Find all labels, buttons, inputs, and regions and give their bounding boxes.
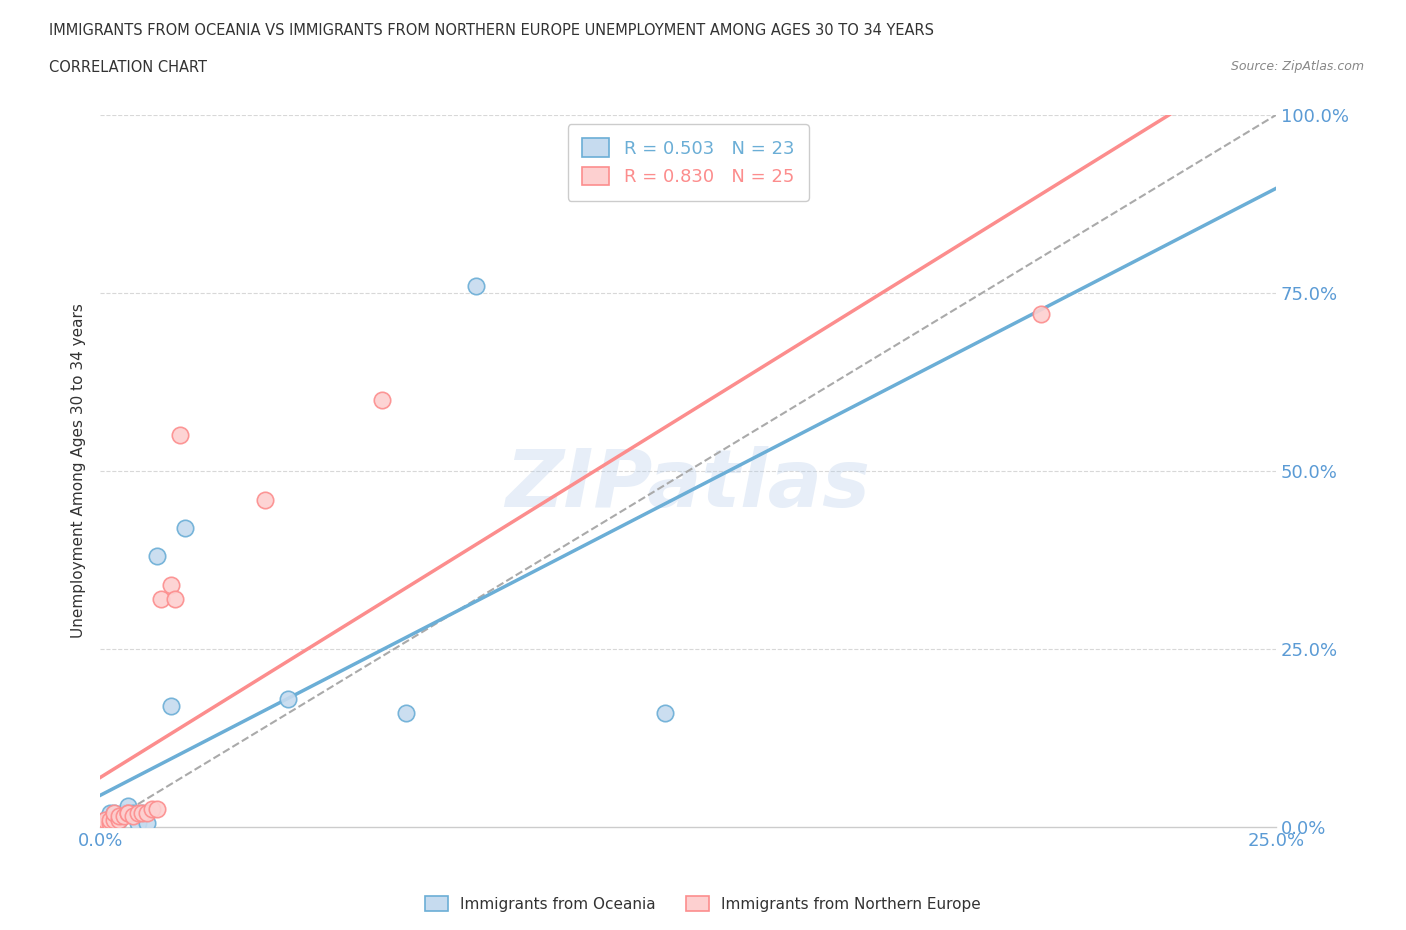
Point	[141, 802, 163, 817]
Point	[1029, 307, 1052, 322]
Text: ZIPatlas: ZIPatlas	[506, 446, 870, 525]
Point	[89, 816, 111, 830]
Point	[89, 816, 111, 830]
Point	[98, 813, 121, 828]
Point	[117, 798, 139, 813]
Point	[94, 813, 117, 828]
Legend: R = 0.503   N = 23, R = 0.830   N = 25: R = 0.503 N = 23, R = 0.830 N = 25	[568, 124, 808, 201]
Point	[117, 805, 139, 820]
Point	[122, 805, 145, 820]
Legend: Immigrants from Oceania, Immigrants from Northern Europe: Immigrants from Oceania, Immigrants from…	[419, 889, 987, 918]
Y-axis label: Unemployment Among Ages 30 to 34 years: Unemployment Among Ages 30 to 34 years	[72, 303, 86, 639]
Point	[145, 802, 167, 817]
Point	[159, 698, 181, 713]
Point	[371, 392, 394, 407]
Point	[277, 691, 299, 706]
Point	[108, 813, 131, 828]
Text: Source: ZipAtlas.com: Source: ZipAtlas.com	[1230, 60, 1364, 73]
Point	[159, 578, 181, 592]
Text: CORRELATION CHART: CORRELATION CHART	[49, 60, 207, 75]
Point	[98, 816, 121, 830]
Point	[169, 428, 191, 443]
Point	[112, 805, 135, 820]
Point	[103, 813, 125, 828]
Point	[150, 591, 173, 606]
Point	[103, 813, 125, 828]
Point	[127, 805, 149, 820]
Point	[173, 521, 195, 536]
Point	[165, 591, 187, 606]
Point	[103, 805, 125, 820]
Point	[112, 809, 135, 824]
Point	[108, 809, 131, 824]
Point	[94, 816, 117, 830]
Point	[94, 816, 117, 830]
Point	[108, 813, 131, 828]
Point	[112, 805, 135, 820]
Point	[103, 805, 125, 820]
Point	[122, 809, 145, 824]
Point	[108, 809, 131, 824]
Point	[131, 805, 153, 820]
Point	[465, 278, 488, 293]
Point	[136, 816, 159, 830]
Point	[395, 706, 418, 721]
Point	[117, 805, 139, 820]
Point	[131, 805, 153, 820]
Point	[654, 706, 676, 721]
Point	[253, 492, 276, 507]
Point	[136, 805, 159, 820]
Point	[127, 816, 149, 830]
Text: IMMIGRANTS FROM OCEANIA VS IMMIGRANTS FROM NORTHERN EUROPE UNEMPLOYMENT AMONG AG: IMMIGRANTS FROM OCEANIA VS IMMIGRANTS FR…	[49, 23, 934, 38]
Point	[145, 549, 167, 564]
Point	[94, 813, 117, 828]
Point	[98, 813, 121, 828]
Point	[98, 805, 121, 820]
